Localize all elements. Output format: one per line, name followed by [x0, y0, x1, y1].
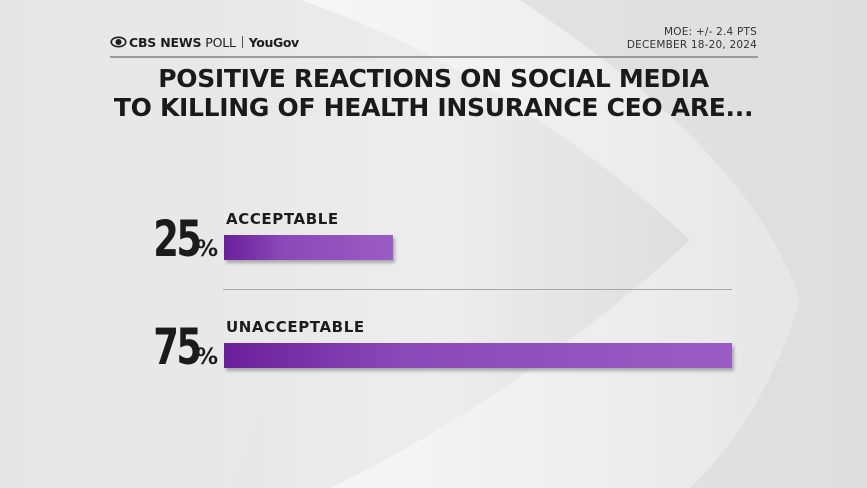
cbs-eye-icon [110, 36, 127, 48]
brand-logo: CBS NEWS POLL YouGov [110, 34, 299, 50]
brand-separator [241, 36, 243, 48]
bar-value-label: 25% [132, 210, 218, 268]
chart-title-line-2: TO KILLING OF HEALTH INSURANCE CEO ARE..… [113, 93, 754, 122]
bar-value-unit: % [195, 237, 218, 262]
brand-partner: YouGov [248, 34, 299, 50]
bar-value-number: 25 [153, 210, 203, 268]
header-rule [110, 56, 758, 58]
bar [224, 343, 732, 368]
moe-label: MOE: +/- 2.4 PTS [664, 26, 757, 38]
poll-meta: MOE: +/- 2.4 PTS DECEMBER 18-20, 2024 [627, 26, 757, 52]
poll-dates: DECEMBER 18-20, 2024 [626, 39, 757, 51]
row-divider [223, 289, 732, 290]
bar-value-unit: % [195, 345, 218, 370]
bar-category-label: ACCEPTABLE [226, 210, 339, 228]
brand-cbs-news: CBS NEWS [129, 34, 202, 50]
chart-title-line-1: POSITIVE REACTIONS ON SOCIAL MEDIA [158, 64, 709, 93]
bar [224, 235, 393, 260]
bar-value-label: 75% [132, 318, 218, 376]
chart-title: POSITIVE REACTIONS ON SOCIAL MEDIA TO KI… [60, 64, 807, 122]
bar-value-number: 75 [153, 318, 203, 376]
bar-category-label: UNACCEPTABLE [226, 318, 365, 336]
brand-poll: POLL [205, 34, 236, 50]
